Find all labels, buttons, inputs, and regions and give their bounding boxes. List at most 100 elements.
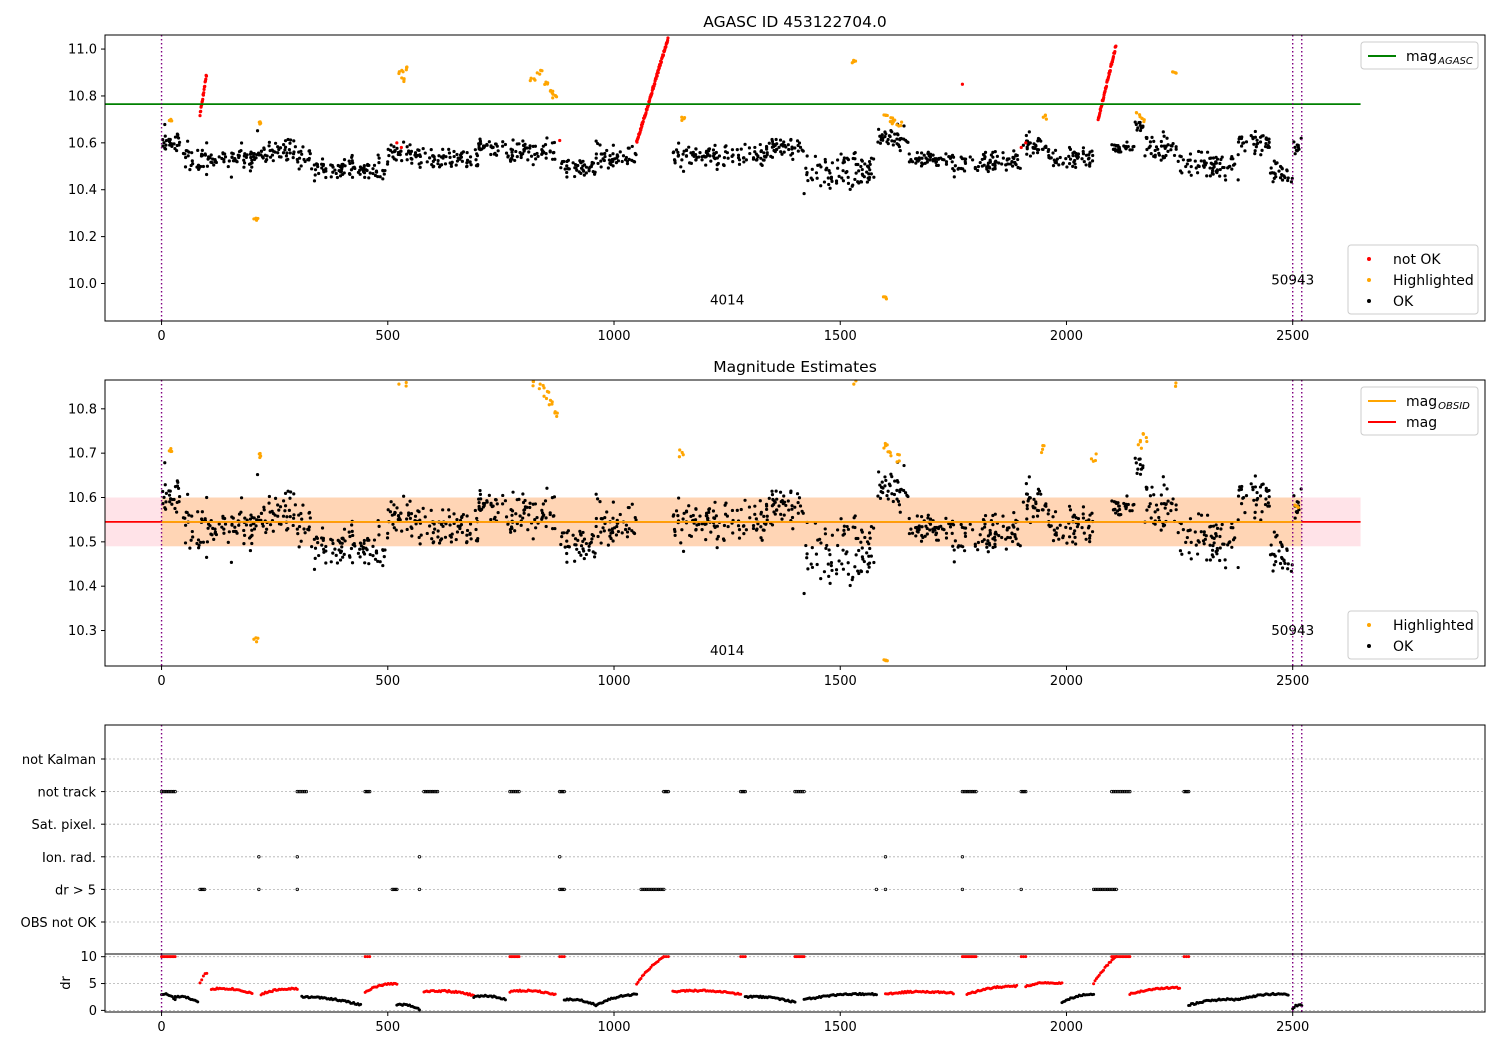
ok-point: [175, 143, 179, 148]
ok-point: [521, 139, 525, 143]
ok-point: [320, 166, 324, 170]
y-tick-label: 10.3: [68, 624, 97, 639]
ok-point: [1031, 515, 1035, 519]
ok-point: [582, 173, 586, 177]
not-ok-point: [204, 77, 208, 81]
ok-point: [982, 525, 987, 529]
ok-point: [1035, 514, 1040, 518]
ok-point: [293, 145, 297, 149]
ok-point: [1178, 549, 1183, 553]
ok-point: [385, 536, 390, 540]
ok-point: [428, 524, 432, 528]
ok-point: [919, 164, 924, 168]
ok-point: [581, 530, 585, 535]
dr-capped-point: [739, 955, 743, 959]
ok-point: [324, 561, 328, 565]
ok-point: [337, 168, 341, 173]
ok-point: [948, 525, 953, 529]
ok-point: [928, 528, 932, 532]
ok-point: [1005, 157, 1010, 161]
ok-point: [1282, 558, 1286, 562]
ok-point: [209, 160, 213, 164]
not-ok-point: [202, 91, 206, 95]
y-tick-label: 10.6: [68, 491, 97, 506]
ok-point: [804, 543, 808, 548]
ok-point: [203, 517, 207, 521]
ok-point: [603, 151, 607, 156]
ok-point: [510, 509, 515, 513]
ok-point: [334, 171, 338, 176]
highlighted-point: [402, 78, 406, 82]
ok-point: [774, 489, 778, 493]
ok-point: [301, 503, 305, 507]
ok-point: [782, 513, 786, 517]
ok-point: [944, 516, 948, 521]
highlighted-point: [1144, 435, 1148, 440]
ok-point: [1117, 504, 1121, 508]
ok-point: [458, 526, 462, 531]
ok-point: [959, 166, 963, 171]
ok-point: [818, 537, 822, 541]
ok-point: [407, 511, 411, 515]
ok-point: [1199, 150, 1204, 154]
ok-point: [813, 154, 818, 159]
flag-point: [665, 789, 669, 794]
highlighted-point: [891, 120, 895, 124]
ok-point: [871, 526, 876, 530]
ok-point: [782, 150, 786, 154]
ok-point: [200, 153, 205, 157]
ok-point: [334, 553, 338, 558]
ok-point: [242, 528, 246, 533]
ok-point: [859, 528, 864, 532]
ok-point: [1049, 524, 1053, 528]
ok-point: [1169, 148, 1173, 152]
ok-point: [581, 539, 585, 544]
ok-point: [1039, 492, 1043, 496]
ok-point: [222, 531, 226, 535]
ok-point: [544, 156, 548, 160]
ok-point: [196, 510, 200, 514]
ok-point: [331, 170, 335, 174]
ok-point: [1010, 539, 1015, 544]
ok-point: [1267, 495, 1271, 499]
ok-point: [473, 148, 477, 152]
dr-point: [1300, 1004, 1304, 1008]
ok-point: [924, 524, 928, 528]
ok-point: [1027, 475, 1031, 479]
legend-frame: [1360, 41, 1479, 70]
highlighted-point: [850, 61, 854, 65]
ok-point: [188, 546, 192, 550]
ok-point: [162, 141, 166, 145]
ok-point: [367, 562, 371, 566]
ok-point: [841, 169, 845, 173]
ok-point: [860, 167, 864, 172]
flag-point: [965, 789, 970, 794]
ok-point: [625, 535, 630, 539]
ok-point: [926, 516, 930, 520]
ok-point: [1285, 169, 1289, 173]
ok-point: [521, 152, 525, 156]
ok-point: [1293, 516, 1297, 520]
not-ok-point: [1114, 44, 1118, 48]
ok-point: [988, 166, 992, 170]
ok-point: [1067, 154, 1071, 158]
ok-point: [562, 159, 566, 164]
ok-point: [928, 155, 933, 159]
ok-point: [841, 548, 845, 552]
ok-point: [962, 549, 967, 553]
highlighted-point: [528, 79, 532, 83]
dr-point: [1286, 993, 1290, 997]
ok-point: [1010, 532, 1014, 536]
highlighted-point: [256, 636, 260, 640]
ok-point: [1231, 538, 1236, 542]
ok-point: [770, 493, 775, 497]
ok-point: [265, 154, 269, 158]
ok-point: [871, 157, 876, 161]
ok-point: [608, 154, 612, 158]
dr-capped-point: [974, 955, 978, 959]
flag-point: [427, 789, 431, 794]
highlighted-point: [1040, 447, 1045, 451]
flag-point: [800, 789, 804, 794]
ok-point: [627, 527, 631, 531]
ok-point: [1159, 528, 1163, 532]
